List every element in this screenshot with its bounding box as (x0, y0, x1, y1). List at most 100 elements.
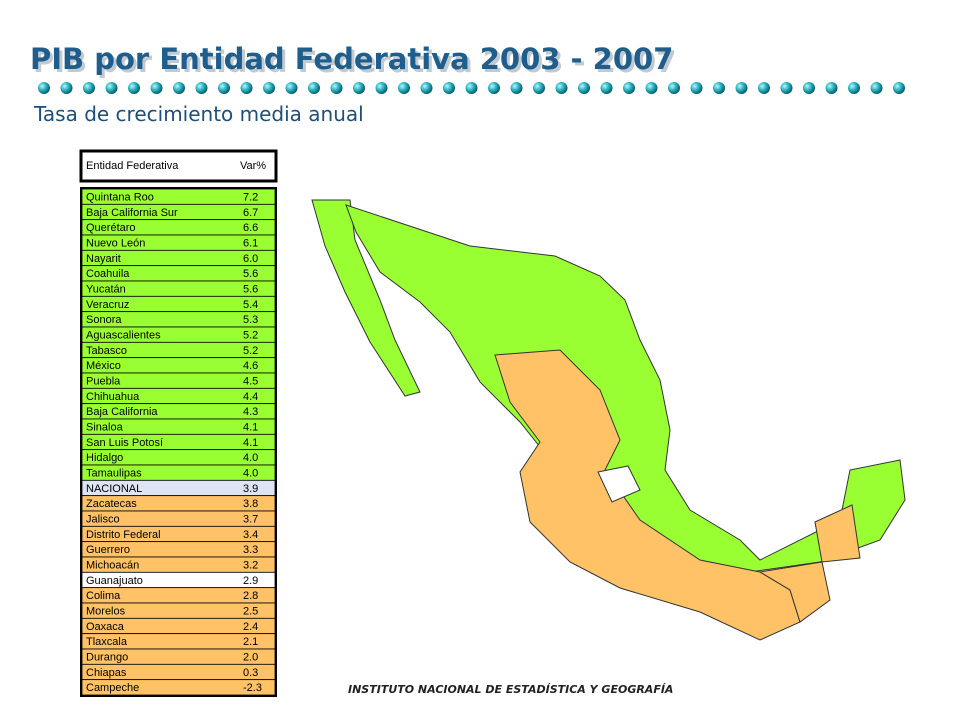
cell-value: 5.4 (243, 299, 258, 311)
cell-value: 3.8 (243, 498, 258, 510)
cell-entity: Guerrero (86, 544, 130, 556)
cell-entity: Zacatecas (86, 498, 137, 510)
cell-value: 0.3 (243, 667, 258, 679)
dot (443, 82, 455, 94)
cell-entity: Distrito Federal (86, 529, 161, 541)
map-region (345, 204, 906, 573)
dot-rule (38, 82, 905, 94)
cell-entity: Colima (86, 590, 121, 602)
subtitle: Tasa de crecimiento media anual (33, 102, 364, 126)
cell-value: 4.1 (243, 437, 258, 449)
dot (398, 82, 410, 94)
dot (150, 82, 163, 94)
cell-entity: México (86, 360, 121, 372)
title: PIB por Entidad Federativa 2003 - 2007 (30, 42, 673, 76)
cell-value: 2.8 (243, 590, 258, 602)
dot (240, 82, 253, 94)
cell-value: 7.2 (243, 192, 258, 204)
dot (533, 82, 545, 94)
cell-value: 4.3 (243, 406, 258, 418)
map-region (597, 465, 641, 503)
dot (128, 82, 140, 94)
cell-value: 3.9 (243, 483, 258, 495)
map (311, 199, 906, 641)
dot (758, 82, 770, 94)
dot (353, 82, 365, 94)
table-frame (80, 187, 277, 697)
dot (285, 82, 298, 94)
cell-value: 5.2 (243, 330, 258, 342)
column-header: Entidad Federativa (86, 160, 179, 172)
cell-value: 6.1 (243, 238, 258, 250)
cell-value: 4.4 (243, 391, 258, 403)
cell-entity: Quintana Roo (86, 192, 154, 204)
cell-value: 4.5 (243, 376, 258, 388)
cell-value: 3.2 (243, 560, 258, 572)
table-body: Quintana Roo 7.2 Baja California Sur 6.7 Que… (80, 187, 277, 697)
dot (578, 82, 590, 94)
dot (465, 82, 478, 94)
cell-value: 4.0 (243, 452, 258, 464)
cell-entity: Nayarit (86, 253, 121, 265)
dot (690, 82, 703, 94)
title-shadow: PIB por Entidad Federativa 2003 - 2007 (33, 45, 676, 79)
dot (803, 82, 815, 94)
dot (668, 82, 680, 94)
cell-value: 5.3 (243, 314, 258, 326)
cell-entity: Tamaulipas (86, 468, 142, 480)
cell-entity: Durango (86, 652, 128, 664)
dot (195, 82, 208, 94)
cell-entity: Chiapas (86, 667, 127, 679)
cell-value: 4.0 (243, 468, 258, 480)
dot (780, 82, 793, 94)
cell-value: 5.2 (243, 345, 258, 357)
cell-value: 6.7 (243, 207, 258, 219)
dot (600, 82, 613, 94)
cell-entity: Guanajuato (86, 575, 143, 587)
cell-value: 2.4 (243, 621, 258, 633)
cell-entity: Sonora (86, 314, 122, 326)
cell-value: 2.5 (243, 606, 258, 618)
dot (420, 82, 433, 94)
cell-entity: Veracruz (86, 299, 129, 311)
dot (645, 82, 658, 94)
map-region (814, 504, 861, 563)
cell-entity: Yucatán (86, 284, 126, 296)
dot (173, 82, 185, 94)
cell-entity: Campeche (86, 682, 139, 694)
dot (38, 82, 50, 94)
cell-entity: Coahuila (86, 268, 130, 280)
cell-value: 5.6 (243, 268, 258, 280)
column-header: Var% (240, 160, 266, 172)
dot (510, 82, 523, 94)
cell-value: -2.3 (243, 682, 262, 694)
cell-value: 3.3 (243, 544, 258, 556)
cell-entity: Michoacán (86, 560, 139, 572)
cell-entity: Morelos (86, 606, 126, 618)
dot (735, 82, 748, 94)
cell-value: 4.1 (243, 422, 258, 434)
dot (555, 82, 568, 94)
footer: INSTITUTO NACIONAL DE ESTADÍSTICA Y GEOG… (348, 683, 673, 696)
cell-entity: Chihuahua (86, 391, 140, 403)
dot (105, 82, 118, 94)
dot (60, 82, 73, 94)
dot (893, 82, 905, 94)
cell-entity: Baja California (86, 406, 158, 418)
dot (848, 82, 860, 94)
dot (375, 82, 388, 94)
dot (825, 82, 838, 94)
cell-entity: Baja California Sur (86, 207, 178, 219)
cell-entity: Oaxaca (86, 621, 125, 633)
table-header-box (79, 149, 278, 183)
cell-entity: Jalisco (86, 514, 120, 526)
cell-value: 2.9 (243, 575, 258, 587)
cell-value: 6.6 (243, 222, 258, 234)
dot (263, 82, 275, 94)
cell-value: 5.6 (243, 284, 258, 296)
map-region (758, 561, 831, 623)
dot (713, 82, 725, 94)
cell-entity: Querétaro (86, 222, 136, 234)
